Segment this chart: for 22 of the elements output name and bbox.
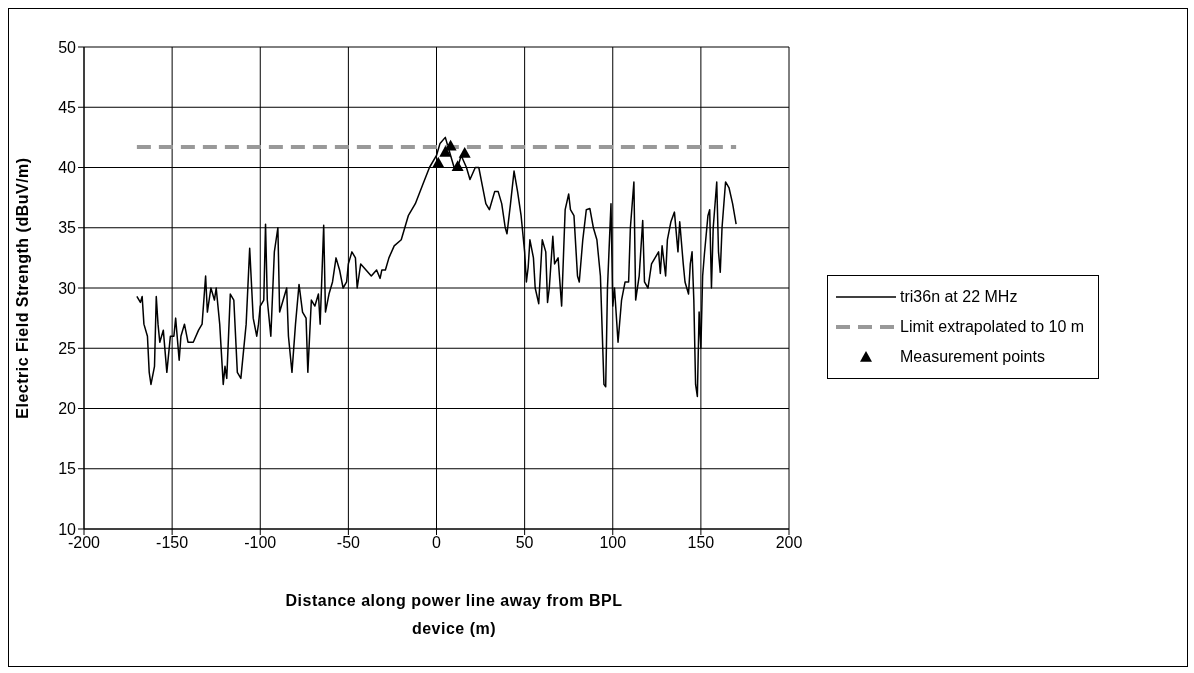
x-tick-label: -100 (244, 534, 277, 552)
x-tick-label: -150 (156, 534, 189, 552)
x-tick-label: 200 (775, 534, 803, 552)
x-tick-label: 50 (515, 534, 534, 552)
y-tick-label: 30 (58, 279, 77, 297)
x-tick-label: 150 (687, 534, 715, 552)
y-tick-label: 45 (58, 98, 77, 116)
y-axis-title: Electric Field Strength (dBuV/m) (14, 157, 32, 419)
y-tick-label: 40 (58, 159, 77, 177)
y-tick-label: 35 (58, 219, 77, 237)
y-tick-label: 50 (58, 38, 77, 56)
x-tick-label: 0 (432, 534, 442, 552)
y-tick-label: 15 (58, 460, 77, 478)
legend-label: Limit extrapolated to 10 m (900, 318, 1085, 336)
x-axis-title: Distance along power line away from BPL device (m) (284, 591, 624, 639)
x-tick-label: 100 (599, 534, 627, 552)
y-tick-label: 20 (58, 400, 77, 418)
x-tick-label: -50 (336, 534, 361, 552)
legend-label: Measurement points (900, 348, 1045, 366)
y-tick-label: 25 (58, 339, 77, 357)
x-tick-label: -200 (67, 534, 101, 552)
legend-label: tri36n at 22 MHz (900, 288, 1018, 306)
